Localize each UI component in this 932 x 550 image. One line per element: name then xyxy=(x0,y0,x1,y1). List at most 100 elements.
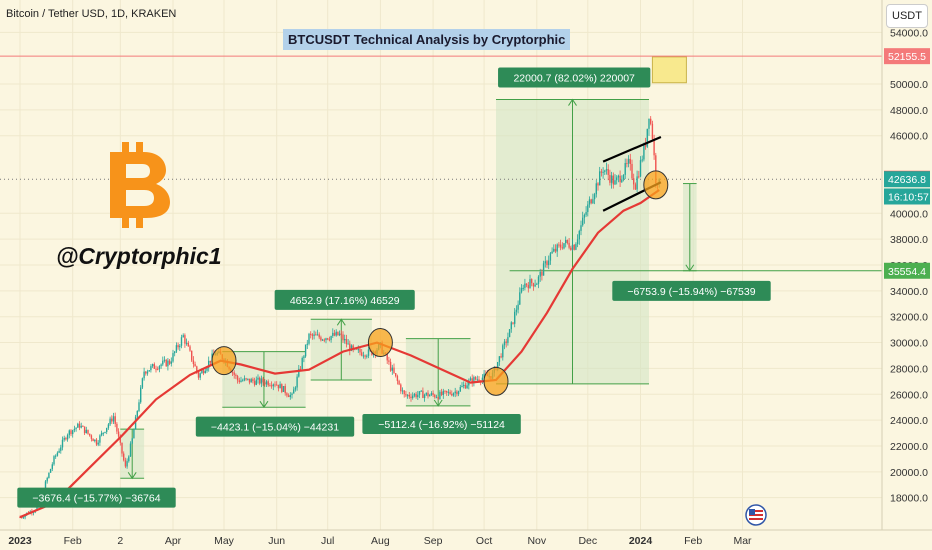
candle-body xyxy=(298,368,300,377)
candle-body xyxy=(68,430,70,435)
candle-body xyxy=(592,199,594,204)
candle-body xyxy=(638,176,640,178)
candle-body xyxy=(204,370,206,374)
price-tag xyxy=(884,188,930,205)
candle-body xyxy=(287,395,290,398)
brand-handle: @Cryptorphic1 xyxy=(56,243,222,269)
candle-body xyxy=(614,180,616,185)
candle-body xyxy=(267,381,269,386)
candle-body xyxy=(410,396,412,399)
candle-body xyxy=(359,349,361,353)
candle-body xyxy=(622,174,625,180)
candle-body xyxy=(507,337,509,343)
candle-body xyxy=(310,333,312,335)
candle-body xyxy=(248,378,251,383)
candle-body xyxy=(483,373,485,378)
candle-body xyxy=(597,183,599,186)
candle-body xyxy=(599,171,601,186)
candle-body xyxy=(517,304,519,310)
candle-body xyxy=(403,390,405,395)
candle-body xyxy=(459,387,461,392)
candle-body xyxy=(447,391,450,393)
candle-body xyxy=(269,385,271,387)
candle-body xyxy=(474,377,477,380)
candle-body xyxy=(515,309,518,312)
candle-body xyxy=(432,393,434,395)
candle-body xyxy=(65,437,67,440)
candle-body xyxy=(85,429,87,434)
candle-body xyxy=(352,345,354,350)
candle-body xyxy=(539,271,541,277)
candle-body xyxy=(109,418,111,425)
candle-body xyxy=(90,435,93,439)
candle-body xyxy=(170,361,172,364)
x-tick-label: Jul xyxy=(321,535,334,547)
candle-body xyxy=(425,392,427,395)
candle-body xyxy=(19,517,21,519)
candle-body xyxy=(524,283,526,288)
candle-body xyxy=(180,337,183,346)
candle-body xyxy=(520,288,523,293)
candle-body xyxy=(463,384,465,386)
candle-body xyxy=(141,378,144,388)
candle-body xyxy=(420,390,422,392)
candle-body xyxy=(544,261,546,264)
price-tag xyxy=(884,48,930,65)
flag-icon[interactable] xyxy=(745,504,767,531)
y-tick-label: 48000.0 xyxy=(890,105,928,117)
price-tag-label: 16:10:57 xyxy=(888,191,929,203)
candle-body xyxy=(187,342,189,347)
x-tick-label: Oct xyxy=(476,535,492,547)
candle-body xyxy=(202,370,205,374)
candle-body xyxy=(340,333,342,335)
candle-body xyxy=(337,331,339,336)
candle-body xyxy=(235,374,237,376)
candle-body xyxy=(593,194,596,200)
candle-body xyxy=(262,378,264,383)
currency-button[interactable]: USDT xyxy=(886,4,928,28)
candle-body xyxy=(389,361,392,371)
candle-body xyxy=(313,334,315,336)
candle-body xyxy=(633,178,635,185)
candle-body xyxy=(157,368,159,370)
candle-body xyxy=(395,373,397,377)
candle-body xyxy=(439,391,441,400)
candle-body xyxy=(80,425,82,428)
candle-body xyxy=(209,360,212,363)
candle-body xyxy=(650,118,652,124)
candle-body xyxy=(75,427,77,429)
candle-body xyxy=(51,464,53,470)
candle-body xyxy=(388,360,390,362)
candle-body xyxy=(604,170,606,172)
candle-body xyxy=(72,430,74,435)
measurement-label-text: −5112.4 (−16.92%) −51124 xyxy=(378,419,505,431)
highlight-circle xyxy=(483,366,509,396)
measurement-label: 22000.7 (82.02%) 220007 xyxy=(498,67,651,88)
candle-body xyxy=(469,378,472,381)
candle-body xyxy=(362,355,365,357)
candle-body xyxy=(94,439,96,442)
candle-body xyxy=(578,230,580,240)
candle-body xyxy=(155,368,157,370)
candle-body xyxy=(284,386,286,394)
candle-body xyxy=(111,418,113,422)
candle-body xyxy=(412,395,414,399)
candle-body xyxy=(366,355,368,357)
measurement-label-text: −6753.9 (−15.94%) −67539 xyxy=(627,286,755,298)
candle-body xyxy=(243,378,246,381)
candle-body xyxy=(621,179,623,183)
candle-body xyxy=(87,429,89,434)
candle-body xyxy=(610,175,613,183)
candle-body xyxy=(587,204,589,213)
candle-body xyxy=(116,423,118,432)
candle-body xyxy=(99,435,101,443)
y-tick-label: 50000.0 xyxy=(890,79,928,91)
candle-body xyxy=(536,283,538,285)
candle-body xyxy=(529,279,531,289)
candle-body xyxy=(320,337,322,341)
candle-body xyxy=(92,438,94,442)
candle-body xyxy=(167,360,169,367)
candle-body xyxy=(553,248,555,252)
x-axis-bg xyxy=(0,530,932,550)
